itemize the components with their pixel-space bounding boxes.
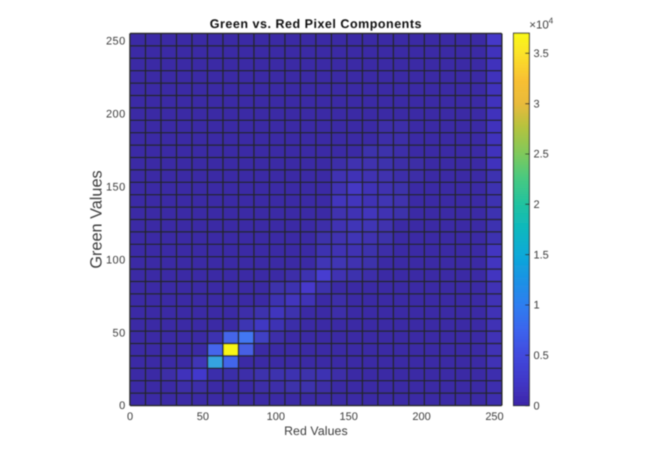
svg-text:0: 0 [127, 411, 133, 423]
svg-text:Red Values: Red Values [284, 424, 348, 438]
svg-text:3: 3 [534, 98, 540, 110]
svg-text:0: 0 [534, 400, 540, 412]
svg-text:2.5: 2.5 [534, 149, 549, 161]
svg-text:3.5: 3.5 [534, 48, 549, 60]
svg-text:1.5: 1.5 [534, 249, 549, 261]
svg-text:0.5: 0.5 [534, 350, 549, 362]
svg-text:4: 4 [549, 15, 554, 25]
svg-text:Green vs. Red Pixel Components: Green vs. Red Pixel Components [210, 17, 422, 31]
svg-text:150: 150 [340, 411, 358, 423]
svg-text:150: 150 [106, 181, 126, 193]
svg-text:200: 200 [106, 108, 126, 120]
svg-text:100: 100 [106, 254, 126, 266]
svg-text:250: 250 [106, 36, 126, 48]
svg-text:50: 50 [113, 327, 126, 339]
svg-text:100: 100 [267, 411, 285, 423]
svg-text:0: 0 [119, 400, 126, 412]
svg-text:Green Values: Green Values [87, 170, 105, 268]
svg-text:2: 2 [534, 199, 540, 211]
svg-text:×10: ×10 [529, 19, 549, 31]
svg-text:50: 50 [197, 411, 209, 423]
svg-text:250: 250 [485, 411, 503, 423]
svg-text:1: 1 [534, 300, 540, 312]
svg-text:200: 200 [412, 411, 430, 423]
